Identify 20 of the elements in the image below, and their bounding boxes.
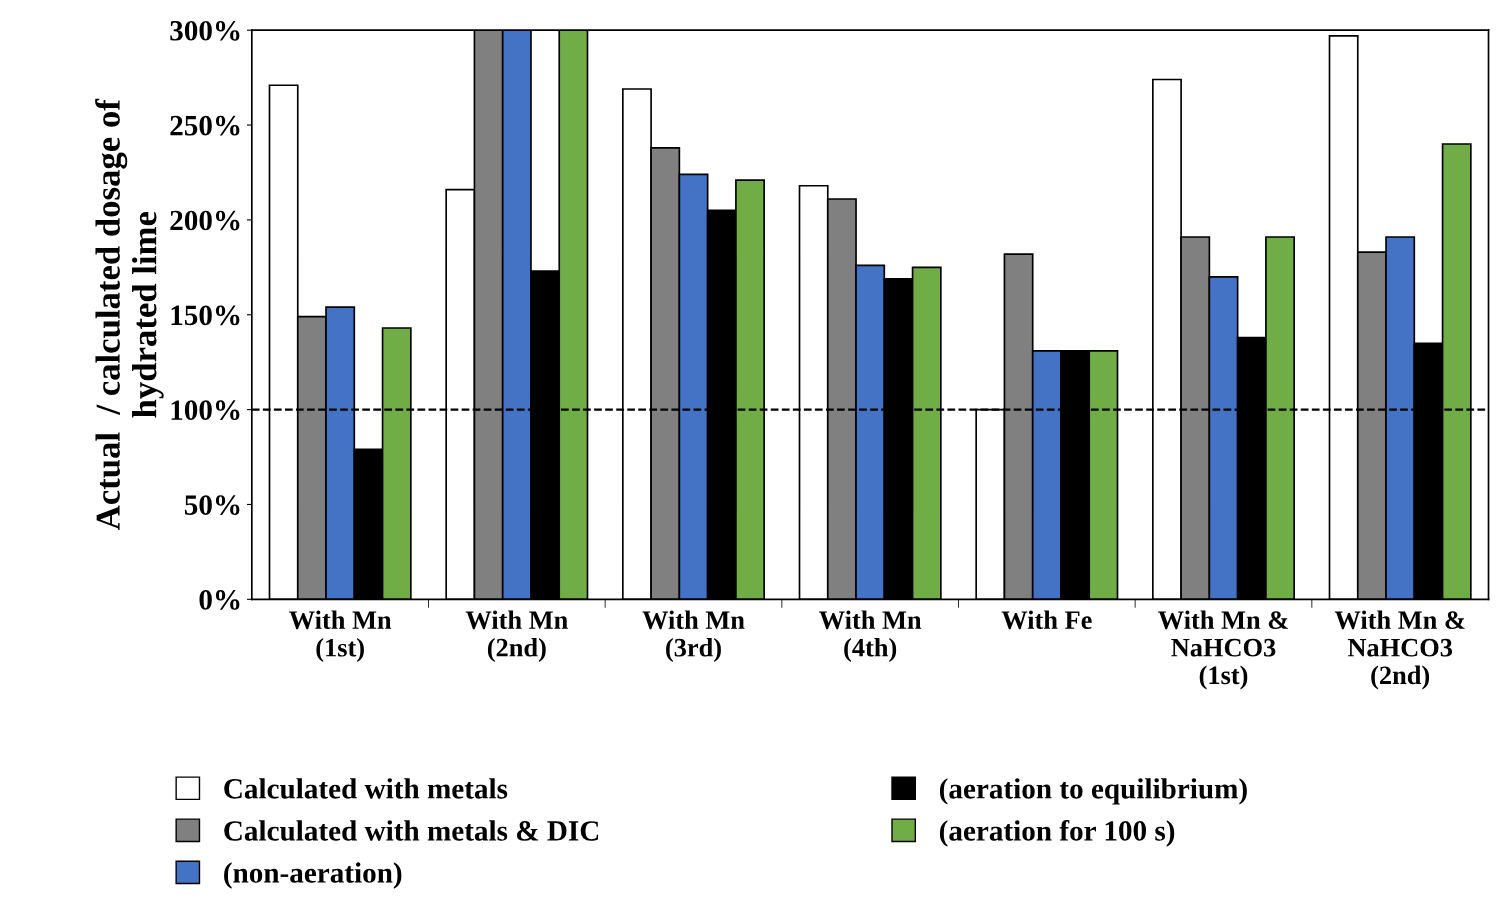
y-tick-label: 200%	[170, 210, 240, 231]
x-tick-label: With Mn (3rd)	[642, 610, 745, 662]
x-tick-label: With Mn (1st)	[289, 610, 392, 662]
x-tick-label: With Mn & NaHCO3 (2nd)	[1334, 610, 1465, 690]
y-tick-label: 0%	[199, 590, 240, 610]
y-tick-label: 250%	[170, 115, 240, 136]
legend-label: (aeration to equilibrium)	[939, 778, 1247, 805]
legend-label: (aeration for 100 s)	[939, 819, 1175, 847]
legend-label: Calculated with metals & DIC	[224, 820, 599, 841]
x-tick-label: With Mn (4th)	[819, 610, 922, 662]
x-tick-label: With Mn & NaHCO3 (1st)	[1158, 610, 1288, 690]
y-tick-label: 100%	[171, 400, 240, 421]
y-tick-label: 150%	[171, 305, 240, 326]
y-tick-label: 50%	[184, 495, 240, 515]
x-tick-label: With Mn (2nd)	[465, 610, 568, 662]
legend-label: (non-aeration)	[224, 862, 402, 889]
y-axis-title: Actual / calculated dosage of hydrated lime	[95, 98, 164, 530]
y-tick-label: 300%	[170, 20, 240, 41]
legend-label: Calculated with metals	[224, 778, 508, 799]
x-tick-label: With Fe	[1001, 610, 1092, 630]
